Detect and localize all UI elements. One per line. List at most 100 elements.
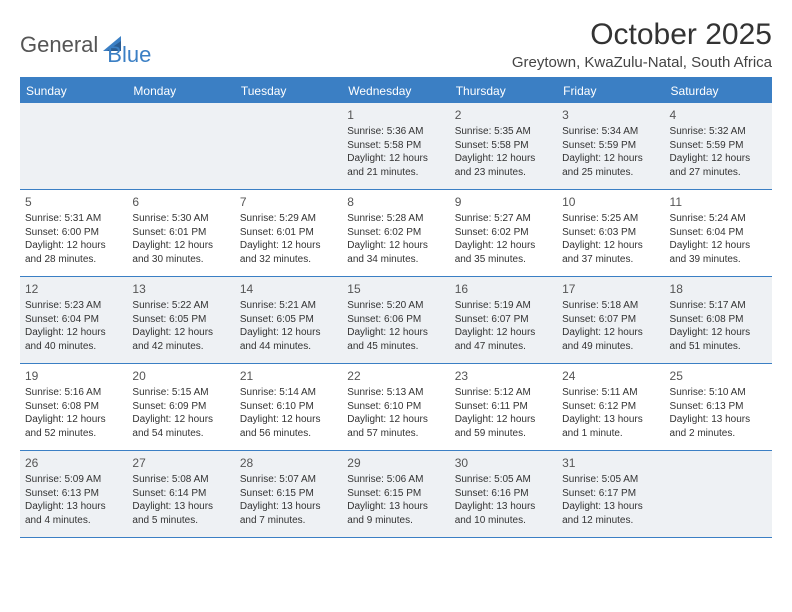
sunrise-text: Sunrise: 5:06 AM: [347, 473, 444, 487]
sunrise-text: Sunrise: 5:19 AM: [455, 299, 552, 313]
sunrise-text: Sunrise: 5:05 AM: [562, 473, 659, 487]
sunrise-text: Sunrise: 5:08 AM: [132, 473, 229, 487]
week-row: 1Sunrise: 5:36 AMSunset: 5:58 PMDaylight…: [20, 103, 772, 190]
daylight-text: Daylight: 12 hours and 34 minutes.: [347, 239, 444, 266]
dow-cell: Monday: [127, 79, 234, 103]
day-number: 25: [670, 368, 767, 384]
day-number: 20: [132, 368, 229, 384]
daylight-text: Daylight: 12 hours and 57 minutes.: [347, 413, 444, 440]
week-row: 12Sunrise: 5:23 AMSunset: 6:04 PMDayligh…: [20, 277, 772, 364]
sunset-text: Sunset: 6:08 PM: [25, 400, 122, 414]
daylight-text: Daylight: 12 hours and 28 minutes.: [25, 239, 122, 266]
day-number: 7: [240, 194, 337, 210]
sunset-text: Sunset: 6:04 PM: [670, 226, 767, 240]
title-block: October 2025 Greytown, KwaZulu-Natal, So…: [512, 18, 772, 71]
sunrise-text: Sunrise: 5:24 AM: [670, 212, 767, 226]
daylight-text: Daylight: 13 hours and 5 minutes.: [132, 500, 229, 527]
daylight-text: Daylight: 12 hours and 47 minutes.: [455, 326, 552, 353]
day-cell: 28Sunrise: 5:07 AMSunset: 6:15 PMDayligh…: [235, 451, 342, 537]
daylight-text: Daylight: 12 hours and 45 minutes.: [347, 326, 444, 353]
logo-text-general: General: [20, 32, 98, 58]
sunset-text: Sunset: 6:06 PM: [347, 313, 444, 327]
logo-text-blue: Blue: [107, 42, 151, 67]
day-cell: 9Sunrise: 5:27 AMSunset: 6:02 PMDaylight…: [450, 190, 557, 276]
daylight-text: Daylight: 12 hours and 49 minutes.: [562, 326, 659, 353]
week-row: 26Sunrise: 5:09 AMSunset: 6:13 PMDayligh…: [20, 451, 772, 538]
sunrise-text: Sunrise: 5:32 AM: [670, 125, 767, 139]
day-number: 19: [25, 368, 122, 384]
sunrise-text: Sunrise: 5:14 AM: [240, 386, 337, 400]
daylight-text: Daylight: 12 hours and 35 minutes.: [455, 239, 552, 266]
day-cell: [665, 451, 772, 537]
sunrise-text: Sunrise: 5:31 AM: [25, 212, 122, 226]
dow-cell: Wednesday: [342, 79, 449, 103]
daylight-text: Daylight: 12 hours and 56 minutes.: [240, 413, 337, 440]
daylight-text: Daylight: 12 hours and 59 minutes.: [455, 413, 552, 440]
sunset-text: Sunset: 6:02 PM: [455, 226, 552, 240]
sunset-text: Sunset: 6:17 PM: [562, 487, 659, 501]
day-cell: [20, 103, 127, 189]
day-cell: 23Sunrise: 5:12 AMSunset: 6:11 PMDayligh…: [450, 364, 557, 450]
day-cell: 7Sunrise: 5:29 AMSunset: 6:01 PMDaylight…: [235, 190, 342, 276]
sunrise-text: Sunrise: 5:18 AM: [562, 299, 659, 313]
day-cell: 26Sunrise: 5:09 AMSunset: 6:13 PMDayligh…: [20, 451, 127, 537]
day-cell: 17Sunrise: 5:18 AMSunset: 6:07 PMDayligh…: [557, 277, 664, 363]
daylight-text: Daylight: 13 hours and 7 minutes.: [240, 500, 337, 527]
day-cell: 6Sunrise: 5:30 AMSunset: 6:01 PMDaylight…: [127, 190, 234, 276]
sunrise-text: Sunrise: 5:10 AM: [670, 386, 767, 400]
day-cell: 27Sunrise: 5:08 AMSunset: 6:14 PMDayligh…: [127, 451, 234, 537]
day-cell: 29Sunrise: 5:06 AMSunset: 6:15 PMDayligh…: [342, 451, 449, 537]
day-cell: 21Sunrise: 5:14 AMSunset: 6:10 PMDayligh…: [235, 364, 342, 450]
logo: General Blue: [20, 22, 151, 68]
day-cell: 18Sunrise: 5:17 AMSunset: 6:08 PMDayligh…: [665, 277, 772, 363]
daylight-text: Daylight: 13 hours and 9 minutes.: [347, 500, 444, 527]
day-cell: 11Sunrise: 5:24 AMSunset: 6:04 PMDayligh…: [665, 190, 772, 276]
week-row: 19Sunrise: 5:16 AMSunset: 6:08 PMDayligh…: [20, 364, 772, 451]
day-cell: 20Sunrise: 5:15 AMSunset: 6:09 PMDayligh…: [127, 364, 234, 450]
day-number: 31: [562, 455, 659, 471]
day-number: 22: [347, 368, 444, 384]
day-number: 24: [562, 368, 659, 384]
sunrise-text: Sunrise: 5:25 AM: [562, 212, 659, 226]
sunset-text: Sunset: 6:14 PM: [132, 487, 229, 501]
sunrise-text: Sunrise: 5:28 AM: [347, 212, 444, 226]
sunset-text: Sunset: 6:15 PM: [240, 487, 337, 501]
daylight-text: Daylight: 12 hours and 21 minutes.: [347, 152, 444, 179]
day-number: 29: [347, 455, 444, 471]
sunset-text: Sunset: 6:09 PM: [132, 400, 229, 414]
sunset-text: Sunset: 6:13 PM: [25, 487, 122, 501]
dow-cell: Saturday: [665, 79, 772, 103]
day-number: 30: [455, 455, 552, 471]
day-cell: 8Sunrise: 5:28 AMSunset: 6:02 PMDaylight…: [342, 190, 449, 276]
daylight-text: Daylight: 13 hours and 12 minutes.: [562, 500, 659, 527]
day-cell: 4Sunrise: 5:32 AMSunset: 5:59 PMDaylight…: [665, 103, 772, 189]
sunset-text: Sunset: 6:02 PM: [347, 226, 444, 240]
day-cell: 12Sunrise: 5:23 AMSunset: 6:04 PMDayligh…: [20, 277, 127, 363]
sunset-text: Sunset: 6:10 PM: [240, 400, 337, 414]
sunrise-text: Sunrise: 5:30 AM: [132, 212, 229, 226]
daylight-text: Daylight: 12 hours and 44 minutes.: [240, 326, 337, 353]
day-number: 23: [455, 368, 552, 384]
sunrise-text: Sunrise: 5:05 AM: [455, 473, 552, 487]
day-cell: 22Sunrise: 5:13 AMSunset: 6:10 PMDayligh…: [342, 364, 449, 450]
day-number: 11: [670, 194, 767, 210]
sunset-text: Sunset: 6:03 PM: [562, 226, 659, 240]
sunset-text: Sunset: 6:05 PM: [240, 313, 337, 327]
sunset-text: Sunset: 6:00 PM: [25, 226, 122, 240]
sunrise-text: Sunrise: 5:07 AM: [240, 473, 337, 487]
day-cell: 14Sunrise: 5:21 AMSunset: 6:05 PMDayligh…: [235, 277, 342, 363]
day-cell: 3Sunrise: 5:34 AMSunset: 5:59 PMDaylight…: [557, 103, 664, 189]
sunrise-text: Sunrise: 5:13 AM: [347, 386, 444, 400]
sunset-text: Sunset: 5:59 PM: [562, 139, 659, 153]
day-number: 15: [347, 281, 444, 297]
sunrise-text: Sunrise: 5:36 AM: [347, 125, 444, 139]
sunset-text: Sunset: 5:59 PM: [670, 139, 767, 153]
dow-cell: Tuesday: [235, 79, 342, 103]
day-cell: 16Sunrise: 5:19 AMSunset: 6:07 PMDayligh…: [450, 277, 557, 363]
daylight-text: Daylight: 13 hours and 2 minutes.: [670, 413, 767, 440]
sunrise-text: Sunrise: 5:11 AM: [562, 386, 659, 400]
day-cell: 24Sunrise: 5:11 AMSunset: 6:12 PMDayligh…: [557, 364, 664, 450]
daylight-text: Daylight: 12 hours and 37 minutes.: [562, 239, 659, 266]
sunset-text: Sunset: 6:08 PM: [670, 313, 767, 327]
day-cell: 2Sunrise: 5:35 AMSunset: 5:58 PMDaylight…: [450, 103, 557, 189]
